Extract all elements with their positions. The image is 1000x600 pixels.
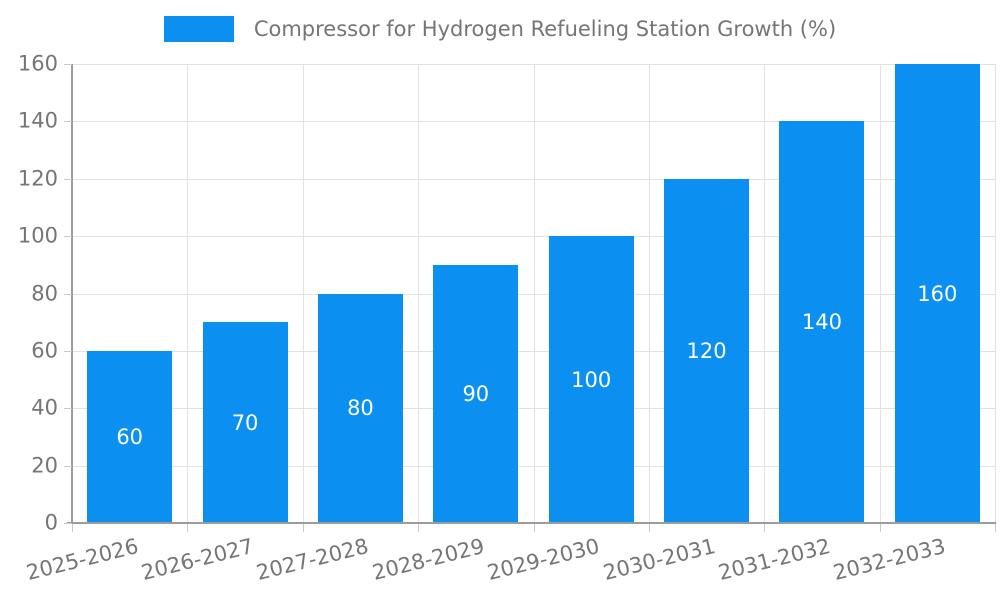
bar: 80: [317, 293, 403, 523]
x-tick: [418, 524, 419, 532]
x-tick: [187, 524, 188, 532]
legend-swatch: [163, 16, 234, 42]
x-tick: [880, 524, 881, 532]
bar-value-label: 160: [917, 281, 958, 306]
y-tick-label: 160: [17, 51, 58, 76]
x-tick-label: 2027-2028: [254, 534, 372, 585]
x-tick: [995, 524, 996, 532]
legend-label: Compressor for Hydrogen Refueling Statio…: [253, 17, 837, 41]
bar: 120: [664, 178, 750, 523]
y-tick-label: 40: [31, 395, 58, 420]
h-gridline: [72, 408, 995, 410]
y-tick-label: 20: [31, 453, 58, 478]
v-gridline: [649, 64, 650, 523]
legend: Compressor for Hydrogen Refueling Statio…: [0, 16, 1000, 42]
y-tick: [64, 293, 72, 295]
y-tick: [64, 178, 72, 180]
v-gridline: [995, 64, 996, 523]
v-gridline: [764, 64, 765, 523]
y-tick-label: 80: [31, 281, 58, 306]
bar: 160: [894, 64, 980, 523]
h-gridline: [72, 121, 995, 123]
bar-value-label: 100: [571, 367, 612, 392]
bar-value-label: 140: [801, 310, 842, 335]
v-gridline: [303, 64, 304, 523]
x-tick-label: 2030-2031: [600, 534, 718, 585]
h-gridline: [72, 465, 995, 467]
y-tick-label: 120: [17, 166, 58, 191]
bar: 140: [779, 121, 865, 523]
y-tick: [64, 236, 72, 238]
y-tick: [64, 64, 72, 65]
y-tick-label: 140: [17, 108, 58, 133]
h-gridline: [72, 64, 995, 65]
v-gridline: [534, 64, 535, 523]
bar-value-label: 90: [462, 381, 490, 406]
bar-value-label: 70: [231, 410, 259, 435]
bar: 100: [548, 236, 634, 523]
y-tick: [64, 121, 72, 123]
bar-value-label: 120: [686, 338, 727, 363]
bar: 70: [202, 322, 288, 523]
x-tick: [72, 524, 73, 532]
bar-value-label: 60: [116, 424, 144, 449]
plot-area: 60 70 80 90 100 120 140 160: [72, 64, 996, 523]
y-tick: [64, 350, 72, 352]
bar: 90: [433, 264, 519, 523]
x-axis-line: [67, 522, 996, 524]
y-tick-label: 0: [44, 510, 58, 535]
x-tick: [649, 524, 650, 532]
x-tick-label: 2031-2032: [715, 534, 833, 585]
v-gridline: [418, 64, 419, 523]
x-tick: [534, 524, 535, 532]
v-gridline: [880, 64, 881, 523]
h-gridline: [72, 293, 995, 295]
bar: 60: [87, 350, 173, 523]
h-gridline: [72, 236, 995, 238]
x-tick-label: 2028-2029: [369, 534, 487, 585]
y-tick-label: 100: [17, 223, 58, 248]
x-tick-label: 2025-2026: [23, 534, 141, 585]
bar-value-label: 80: [347, 396, 374, 421]
y-axis-line: [71, 64, 73, 524]
v-gridline: [187, 64, 188, 523]
x-tick-label: 2026-2027: [138, 534, 256, 585]
y-tick: [64, 465, 72, 467]
x-tick-label: 2032-2033: [831, 534, 949, 585]
h-gridline: [72, 178, 995, 180]
x-tick: [764, 524, 765, 532]
x-tick-label: 2029-2030: [485, 534, 602, 585]
y-tick: [64, 523, 72, 524]
y-tick-label: 60: [31, 338, 58, 363]
y-tick: [64, 408, 72, 410]
x-tick: [303, 524, 304, 532]
h-gridline: [72, 350, 995, 352]
